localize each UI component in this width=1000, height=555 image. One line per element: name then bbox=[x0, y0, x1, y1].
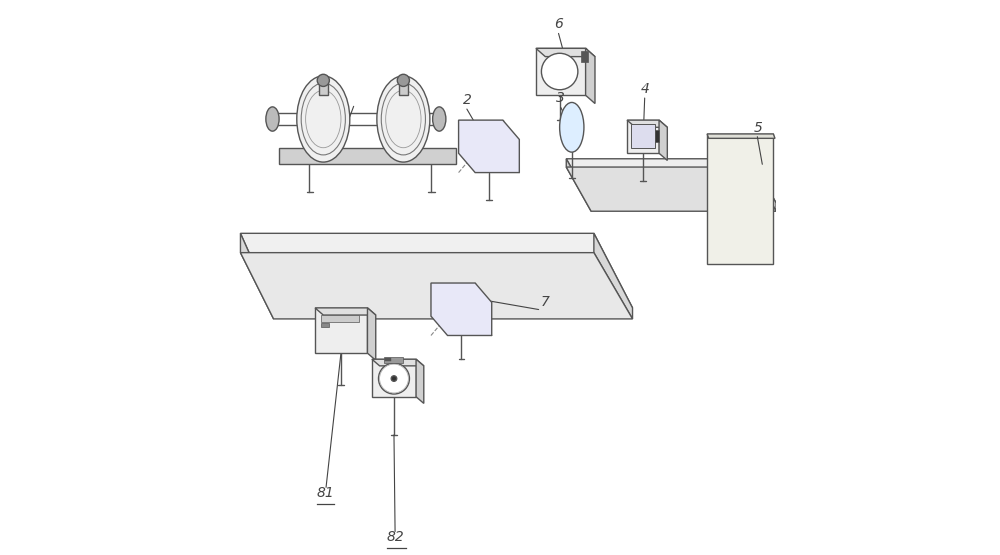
Bar bbox=[655, 130, 659, 142]
Ellipse shape bbox=[433, 107, 446, 131]
Polygon shape bbox=[751, 159, 776, 211]
Bar bbox=[581, 51, 588, 62]
Ellipse shape bbox=[560, 103, 584, 152]
Ellipse shape bbox=[379, 363, 409, 394]
Text: 7: 7 bbox=[541, 295, 550, 309]
Bar bbox=[372, 359, 416, 397]
Bar bbox=[536, 48, 586, 95]
Ellipse shape bbox=[397, 74, 409, 87]
Text: 81: 81 bbox=[317, 486, 334, 500]
Polygon shape bbox=[627, 120, 667, 127]
Ellipse shape bbox=[377, 76, 430, 162]
Bar bbox=[321, 315, 359, 322]
Text: 6: 6 bbox=[554, 17, 563, 31]
Polygon shape bbox=[707, 134, 775, 138]
Polygon shape bbox=[240, 233, 274, 319]
Polygon shape bbox=[240, 253, 633, 319]
Polygon shape bbox=[659, 120, 667, 160]
Polygon shape bbox=[279, 148, 456, 164]
Polygon shape bbox=[566, 167, 776, 211]
Bar bbox=[321, 323, 329, 327]
Text: 5: 5 bbox=[754, 121, 763, 135]
Polygon shape bbox=[367, 308, 376, 360]
Polygon shape bbox=[459, 120, 519, 173]
Text: 82: 82 bbox=[387, 531, 405, 544]
Text: 1: 1 bbox=[328, 133, 337, 147]
Ellipse shape bbox=[317, 74, 329, 87]
Polygon shape bbox=[431, 283, 492, 335]
Polygon shape bbox=[536, 48, 595, 57]
Text: 4: 4 bbox=[641, 82, 650, 95]
Ellipse shape bbox=[541, 53, 578, 90]
Bar bbox=[319, 83, 328, 95]
Polygon shape bbox=[566, 159, 776, 203]
Text: 2: 2 bbox=[462, 93, 471, 107]
Bar bbox=[384, 357, 403, 362]
Polygon shape bbox=[594, 233, 633, 319]
Bar bbox=[399, 83, 408, 95]
Polygon shape bbox=[586, 48, 595, 104]
Polygon shape bbox=[372, 359, 424, 366]
Ellipse shape bbox=[391, 376, 397, 381]
Ellipse shape bbox=[297, 76, 350, 162]
Polygon shape bbox=[240, 233, 633, 308]
Bar bbox=[631, 124, 655, 148]
Bar bbox=[385, 358, 391, 361]
Text: 3: 3 bbox=[556, 91, 565, 105]
Polygon shape bbox=[707, 134, 773, 264]
Bar bbox=[315, 308, 367, 353]
Bar bbox=[568, 112, 575, 117]
Polygon shape bbox=[315, 308, 376, 315]
Bar bbox=[627, 120, 659, 153]
Polygon shape bbox=[416, 359, 424, 403]
Polygon shape bbox=[566, 159, 591, 211]
Ellipse shape bbox=[266, 107, 279, 131]
